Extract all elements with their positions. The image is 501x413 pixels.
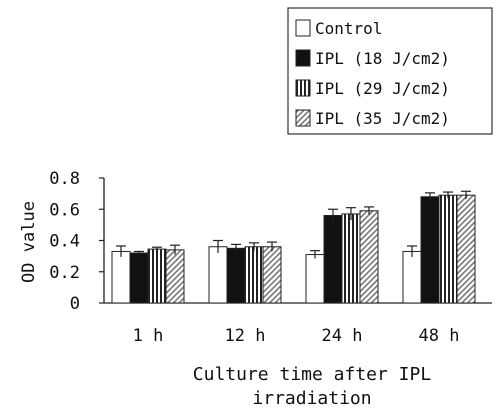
x-axis-title-line2: irradiation (252, 388, 371, 409)
bar-black-2 (323, 215, 343, 304)
legend-label: IPL (35 J/cm2) (315, 109, 450, 128)
bar-diagonal-hatch-2 (359, 210, 379, 304)
x-axis-title-line1: Culture time after IPL (193, 364, 432, 385)
bar-vertical-stripes-1 (244, 246, 264, 304)
bar-white-2 (305, 254, 325, 304)
x-tick-label: 24 h (322, 326, 363, 346)
bar-vertical-stripes-0 (147, 248, 167, 304)
bar-white-3 (402, 250, 422, 304)
y-tick-label: 0.8 (49, 169, 80, 189)
x-tick-label: 1 h (133, 326, 164, 346)
y-tick-label: 0.6 (49, 200, 80, 220)
bar-diagonal-hatch-1 (262, 246, 282, 304)
legend: Control IPL (18 J/cm2) IPL (29 J/cm2) IPL (… (287, 7, 493, 135)
bar-black-3 (420, 196, 440, 304)
legend-label: IPL (29 J/cm2) (315, 79, 450, 98)
y-tick-label: 0 (70, 294, 80, 314)
y-tick-label: 0.2 (49, 263, 80, 283)
x-tick-label: 12 h (225, 326, 266, 346)
bar-vertical-stripes-2 (341, 213, 361, 304)
legend-swatch (295, 79, 311, 97)
bar-white-1 (208, 246, 228, 304)
y-axis-title: OD value (19, 201, 39, 283)
legend-swatch (295, 49, 311, 67)
legend-label: IPL (18 J/cm2) (315, 49, 450, 68)
legend-swatch (295, 19, 311, 37)
bar-black-1 (226, 247, 246, 304)
y-tick-label: 0.4 (49, 232, 80, 252)
bar-diagonal-hatch-3 (456, 194, 476, 304)
legend-swatch (295, 109, 311, 127)
x-tick-label: 48 h (419, 326, 460, 346)
legend-box (287, 7, 493, 135)
bar-diagonal-hatch-0 (165, 249, 185, 304)
bar-white-0 (111, 250, 131, 304)
bar-vertical-stripes-3 (438, 194, 458, 304)
plot-area: 0 0.2 0.4 0.6 0.8 1 h 12 h 24 h 48 h (49, 169, 492, 346)
bar-black-0 (129, 252, 149, 304)
legend-label: Control (315, 19, 382, 38)
